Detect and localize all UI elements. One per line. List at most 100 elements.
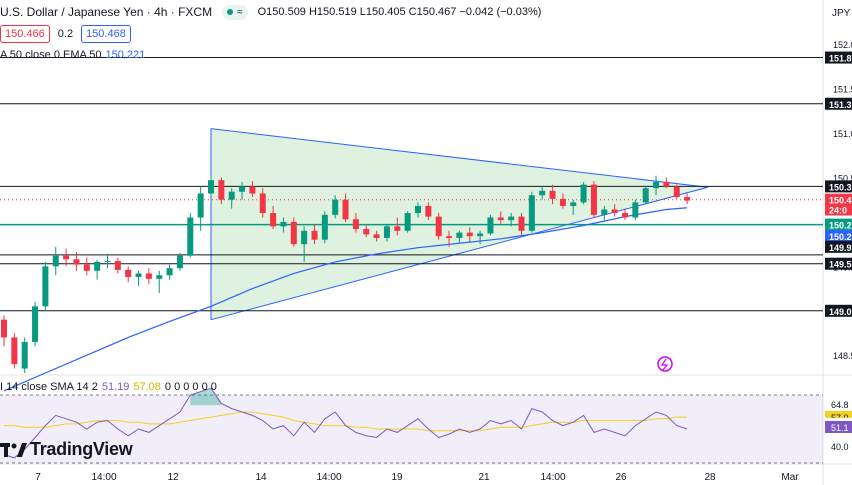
market-open-dot bbox=[227, 9, 234, 15]
price-tick-label: 152.0 bbox=[833, 40, 852, 50]
buy-button[interactable]: 150.468 bbox=[81, 25, 131, 43]
tradingview-logo-icon bbox=[0, 442, 27, 457]
candle-body bbox=[663, 181, 670, 187]
candle-body bbox=[32, 306, 39, 342]
price-tick-label: 151.5 bbox=[833, 85, 852, 95]
candle-body bbox=[301, 230, 308, 245]
price-label-text: 149.5 bbox=[829, 260, 852, 270]
tradingview-logo-text: TradingView bbox=[30, 439, 133, 459]
time-tick-label: 19 bbox=[391, 472, 403, 483]
time-tick-label: 14 bbox=[255, 472, 267, 483]
time-tick-label: Mar bbox=[781, 472, 799, 483]
candle-body bbox=[1, 319, 7, 338]
candle-body bbox=[311, 230, 318, 240]
candle-body bbox=[197, 193, 204, 218]
candle-body bbox=[187, 217, 194, 256]
candle-body bbox=[518, 216, 525, 231]
market-status-badge[interactable]: ≈ bbox=[222, 4, 248, 20]
market-status-icon: ≈ bbox=[237, 6, 243, 18]
candle-body bbox=[642, 188, 649, 203]
price-label-box bbox=[825, 240, 852, 253]
candle-body bbox=[466, 232, 473, 237]
price-label-box bbox=[825, 51, 852, 64]
price-label-text: 150.3 bbox=[829, 182, 852, 192]
price-label-text: 24:0 bbox=[829, 205, 847, 215]
candle-body bbox=[539, 190, 546, 196]
price-label-box bbox=[825, 304, 852, 317]
price-label-box bbox=[825, 193, 852, 206]
candle-body bbox=[21, 341, 28, 369]
ema-legend-label: A 50 close 0 EMA 50 bbox=[0, 49, 102, 61]
candle-body bbox=[332, 199, 339, 215]
candle-body bbox=[270, 213, 277, 227]
candle-body bbox=[114, 261, 121, 270]
symbol-header: U.S. Dollar / Japanese Yen · 4h · FXCM ≈… bbox=[0, 4, 541, 20]
candle-body bbox=[590, 184, 597, 215]
candle-body bbox=[487, 217, 494, 234]
candle-body bbox=[363, 229, 370, 235]
rsi-label-text: 64.8 bbox=[831, 400, 849, 410]
time-tick-label: 14:00 bbox=[91, 472, 116, 483]
rsi-legend-extra: 0 0 0 0 0 0 bbox=[164, 381, 217, 393]
candle-body bbox=[415, 205, 421, 214]
price-label-text: 151.3 bbox=[829, 100, 852, 110]
symbol-title[interactable]: U.S. Dollar / Japanese Yen · 4h · FXCM bbox=[0, 5, 213, 19]
candle-body bbox=[42, 266, 49, 307]
candle-body bbox=[94, 261, 101, 271]
price-tick-label: 148.5 bbox=[833, 351, 852, 361]
price-label-text: 149.9 bbox=[829, 243, 852, 253]
price-label-box bbox=[825, 230, 852, 243]
tradingview-logo[interactable]: TradingView bbox=[0, 439, 133, 460]
candle-body bbox=[290, 221, 297, 245]
candle-body bbox=[228, 191, 235, 200]
rsi-legend-value: 51.19 bbox=[101, 381, 130, 393]
candle-body bbox=[352, 219, 359, 230]
candle-body bbox=[383, 226, 390, 238]
candle-body bbox=[570, 202, 577, 206]
candle-body bbox=[135, 273, 142, 278]
sell-button[interactable]: 150.466 bbox=[0, 25, 50, 43]
price-label-box bbox=[825, 203, 852, 216]
ema-legend[interactable]: A 50 close 0 EMA 50 150.221 bbox=[0, 49, 145, 61]
price-label-box bbox=[825, 180, 852, 193]
candle-body bbox=[83, 264, 90, 271]
ema-legend-value: 150.221 bbox=[105, 49, 146, 61]
rsi-label-text: 40.0 bbox=[831, 442, 849, 452]
candle-body bbox=[528, 195, 535, 231]
candle-body bbox=[11, 337, 18, 365]
candle-body bbox=[477, 233, 484, 237]
price-label-text: 150.2 bbox=[829, 221, 852, 231]
candle-body bbox=[373, 234, 380, 238]
candle-body bbox=[342, 199, 349, 220]
candle-body bbox=[104, 261, 111, 263]
candle-body bbox=[435, 216, 442, 237]
candle-body bbox=[321, 214, 328, 240]
candle-body bbox=[280, 221, 287, 227]
time-tick-label: 14:00 bbox=[540, 472, 565, 483]
candle-body bbox=[446, 236, 453, 238]
price-label-text: 149.0 bbox=[829, 307, 852, 317]
candle-body bbox=[611, 209, 618, 214]
price-label-box bbox=[825, 257, 852, 270]
candle-body bbox=[653, 181, 660, 189]
time-tick-label: 28 bbox=[704, 472, 716, 483]
time-tick-label: 7 bbox=[35, 472, 41, 483]
candle-body bbox=[622, 213, 628, 218]
candle-body bbox=[208, 180, 214, 194]
price-label-box bbox=[825, 218, 852, 231]
candle-body bbox=[156, 275, 163, 279]
time-tick-label: 26 bbox=[615, 472, 627, 483]
ohlc-values: O150.509 H150.519 L150.405 C150.467 −0.0… bbox=[257, 6, 542, 18]
price-label-text: 151.8 bbox=[829, 54, 852, 64]
rsi-legend[interactable]: I 14 close SMA 14 2 51.19 57.08 0 0 0 0 0 0 bbox=[0, 381, 217, 393]
candle-body bbox=[601, 209, 608, 215]
candle-body bbox=[125, 269, 132, 278]
order-panel: 150.466 0.2 150.468 bbox=[0, 25, 131, 43]
ema-50-line bbox=[3, 207, 688, 392]
currency-label[interactable]: JPY bbox=[832, 8, 851, 19]
rsi-label-text: 51.1 bbox=[831, 423, 849, 433]
triangle-upper-trendline bbox=[210, 128, 708, 188]
candle-body bbox=[176, 255, 183, 269]
candle-body bbox=[239, 186, 246, 192]
